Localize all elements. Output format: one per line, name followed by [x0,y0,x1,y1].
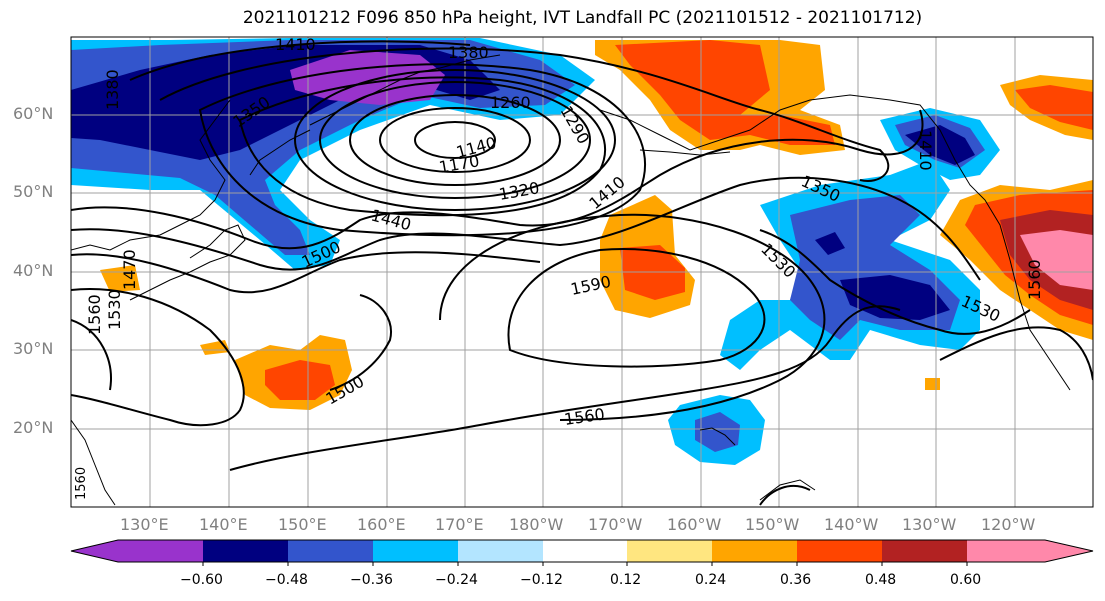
lat-label: 50°N [13,182,54,201]
contour-label: 1560 [74,467,89,500]
contour-1170 [379,107,531,173]
colorbar-tick-label: 0.60 [950,572,982,588]
lon-label: 130°W [902,515,957,534]
contour-label: 1260 [490,93,531,112]
lon-label: 150°W [745,515,800,534]
contour-label: 1530 [105,289,124,330]
ivt-region-uswest-pink [1020,230,1093,290]
lat-label: 40°N [13,261,54,280]
contour-label: 1380 [448,43,489,62]
colorbar-segment [882,540,967,562]
lat-label: 60°N [13,104,54,123]
coastline-kurils [249,129,311,176]
contour-south-edge [759,485,811,506]
ivt-region-hawaii-blue [695,412,740,452]
colorbar [70,539,1094,566]
contour-label: 1470 [120,249,139,290]
ivt-region-alaska-red [615,40,835,145]
contour-1140 [414,121,496,159]
colorbar-segment [797,540,882,562]
colorbar-segment [373,540,458,562]
colorbar-tick-label: 0.24 [695,572,727,588]
map-frame [70,36,1094,508]
colorbar-tick-label: 0.48 [865,572,897,588]
colorbar-tick-label: −0.24 [435,572,478,588]
colorbar-segment [967,540,1045,562]
contour-label: 1560 [85,294,104,335]
contour-1500-b [329,294,392,391]
contour-label: 1380 [103,69,122,110]
ivt-region-goa-navy [905,125,975,165]
contour-1560-east [939,326,1093,381]
colorbar-outline [70,539,1094,563]
contour-1290 [238,76,606,217]
lat-label: 30°N [13,339,54,358]
lon-label: 140°E [199,515,248,534]
ivt-region-purple [290,50,445,105]
colorbar-tick-label: 0.12 [610,572,642,588]
contour-1230 [319,81,591,199]
colorbar-tick-label: 0.36 [780,572,812,588]
colorbar-segment [627,540,712,562]
ivt-region-ne-navy-small [815,232,845,255]
contour-label: 1410 [916,130,935,171]
contour-1440 [71,176,981,281]
lon-label: 180°W [509,515,564,534]
lat-label: 20°N [13,418,54,437]
lon-label: 170°E [435,515,484,534]
lon-label: 160°E [357,515,406,534]
coastline-aleutians [639,149,731,156]
colorbar-arrow-right [1045,540,1093,562]
contour-label: 1410 [275,35,316,54]
map-title: 2021101212 F096 850 hPa height, IVT Land… [242,8,923,28]
grid-lines [71,37,1093,507]
contour-1410 [71,109,924,250]
contour-1530 [759,229,1031,335]
lon-label: 120°W [981,515,1036,534]
coastline-asia [71,99,231,251]
colorbar-tick-label: −0.36 [350,572,393,588]
colorbar-segment [458,540,543,562]
coastline-hawaii [699,427,736,446]
contour-1380 [129,40,471,81]
ivt-region-west-red [265,360,335,400]
lon-label: 150°E [278,515,327,534]
contour-1260 [294,69,616,211]
contour-label: 1560 [1025,259,1044,300]
coastline-north-america [599,94,1071,391]
contour-1200 [349,94,561,186]
height-contours [71,40,1093,506]
contour-1350 [159,47,890,182]
colorbar-segment [288,540,373,562]
colorbar-segment [712,540,797,562]
colorbar-segment [118,540,203,562]
colorbar-tick-label: −0.12 [520,572,563,588]
lon-label: 140°W [824,515,879,534]
contour-1470 [71,251,541,294]
colorbar-arrow-left [71,540,118,562]
contour-1320 [198,63,646,237]
colorbar-tick-label: −0.48 [265,572,308,588]
colorbar-segment [203,540,288,562]
contour-1590 [507,248,766,368]
lon-label: 160°W [667,515,722,534]
coastline-philippines [71,419,116,506]
contour-1500-west [71,288,245,427]
ivt-region-tiny-orange [925,378,940,390]
contour-1560-mid [439,213,826,421]
lon-label: 170°W [588,515,643,534]
colorbar-segment [543,540,627,562]
contour-1560-west [71,319,112,391]
contour-1560-south [229,305,901,471]
colorbar-tick-label: −0.60 [180,572,223,588]
coastline-small [759,479,816,501]
ivt-region-canada-red [1015,85,1093,130]
lon-label: 130°E [120,515,169,534]
